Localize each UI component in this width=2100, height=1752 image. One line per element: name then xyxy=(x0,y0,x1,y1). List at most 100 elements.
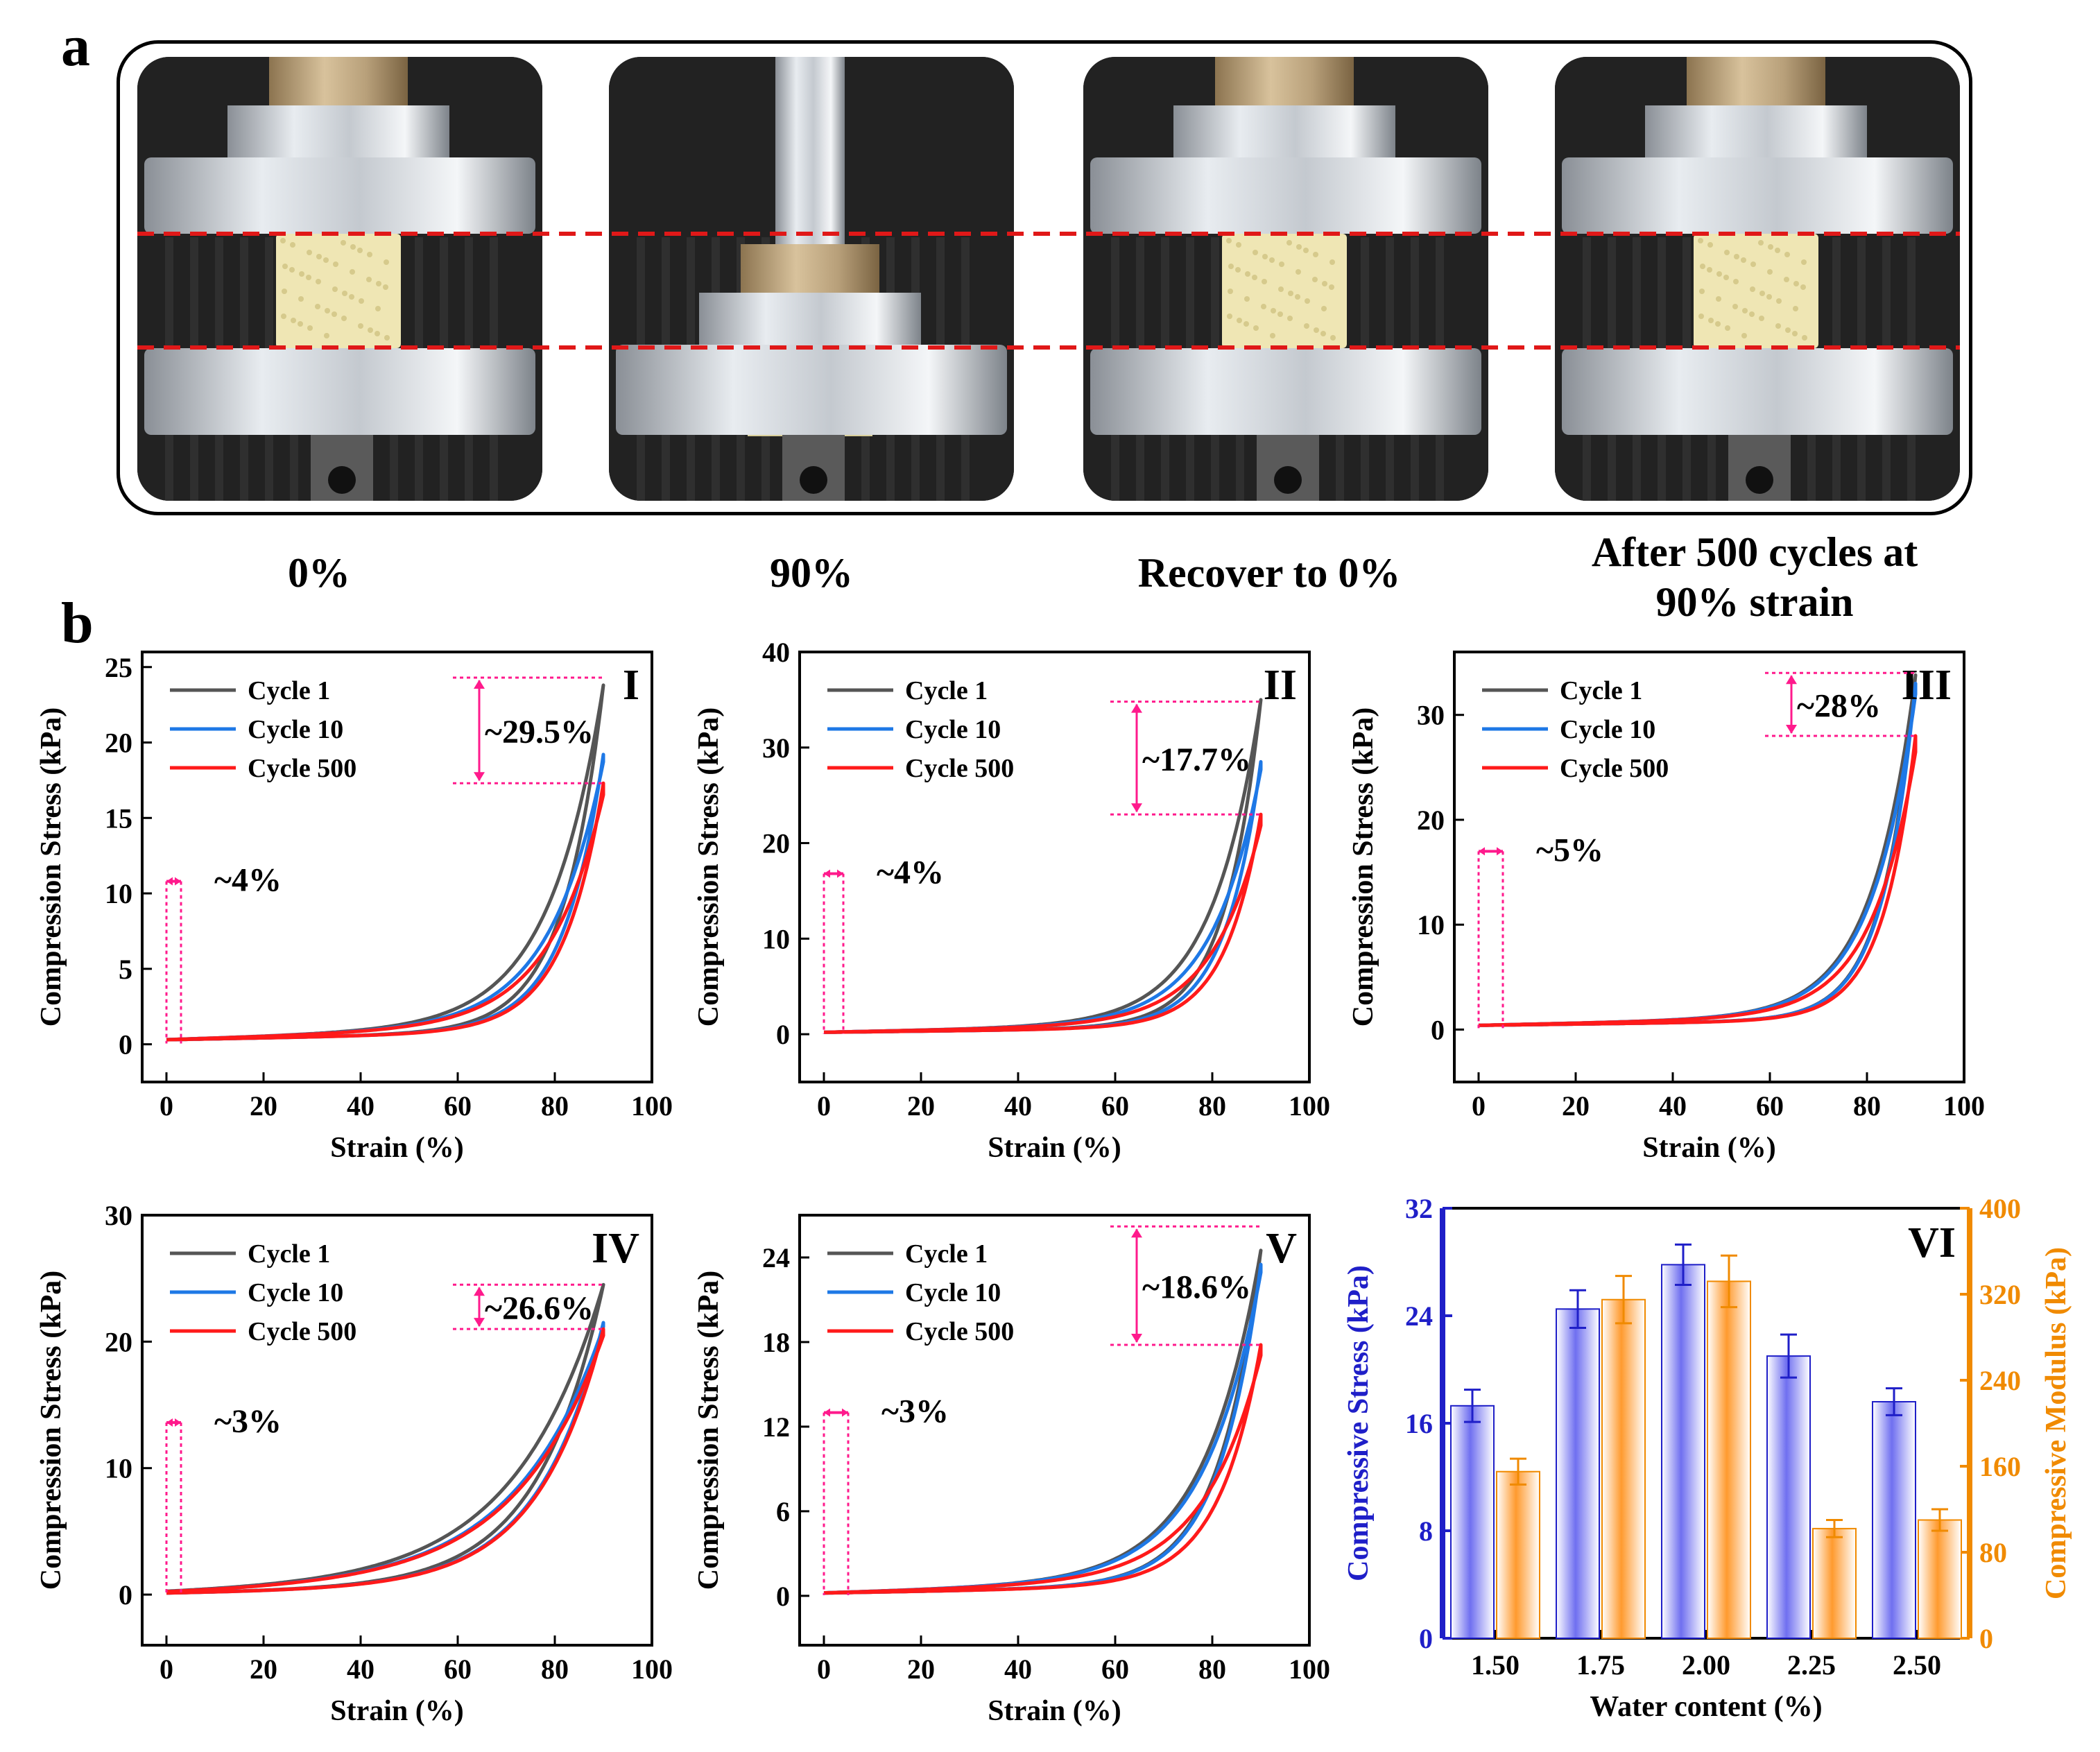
residual-label: ~3% xyxy=(214,1403,282,1440)
error-bar-stress xyxy=(1569,1289,1586,1329)
chart-I: 0 20 40 60 80 100 0 5 10 15 20 25 Strain (%) Compress… xyxy=(21,624,673,1172)
plot-frame xyxy=(1453,651,1965,1083)
caption-after-cycles-line2: 90% strain xyxy=(1655,579,1854,625)
x-tick-label: 0 xyxy=(817,1090,831,1122)
left-tick-label: 32 xyxy=(1405,1193,1433,1224)
y-tick-label: 40 xyxy=(762,637,790,668)
plot-frame xyxy=(141,1214,653,1647)
x-tick-label: 1.75 xyxy=(1576,1649,1625,1681)
x-tick-label: 0 xyxy=(1472,1090,1486,1122)
error-bar-modulus xyxy=(1931,1508,1948,1532)
x-tick-label: 60 xyxy=(1756,1090,1784,1122)
series-line-cycle-500 xyxy=(823,1343,1263,1595)
error-bar-modulus xyxy=(1826,1519,1843,1538)
bar-compressive-stress xyxy=(1450,1405,1495,1639)
error-bar-stress xyxy=(1464,1389,1481,1423)
x-tick-label: 80 xyxy=(541,1090,569,1122)
peak-drop-label: ~26.6% xyxy=(485,1290,594,1327)
error-bar-modulus xyxy=(1615,1275,1632,1325)
y-tick-label: 12 xyxy=(762,1411,790,1443)
error-bar-stress xyxy=(1886,1387,1902,1416)
y-tick-label: 6 xyxy=(776,1496,790,1527)
x-tick-label: 60 xyxy=(444,1654,472,1685)
legend-entry: Cycle 10 xyxy=(905,715,1001,744)
x-tick-label: 60 xyxy=(1101,1090,1129,1122)
bar-compressive-stress xyxy=(1661,1264,1705,1639)
caption-after-cycles-line1: After 500 cycles at xyxy=(1591,529,1918,575)
y-tick-label: 0 xyxy=(119,1029,132,1060)
panel-number: III xyxy=(1902,662,1952,709)
y-tick-label: 30 xyxy=(762,732,790,764)
residual-arrowheads xyxy=(166,1418,181,1427)
right-tick-label: 400 xyxy=(1979,1193,2021,1224)
legend-entry: Cycle 1 xyxy=(248,676,330,705)
photo-after-500-cycles xyxy=(1555,57,1960,501)
legend-entry: Cycle 10 xyxy=(905,1278,1001,1307)
y-tick-label: 18 xyxy=(762,1327,790,1358)
bar-compressive-stress xyxy=(1766,1355,1811,1639)
legend-entry: Cycle 500 xyxy=(905,754,1014,783)
x-tick-label: 80 xyxy=(1198,1654,1226,1685)
x-tick-label: 20 xyxy=(1562,1090,1590,1122)
y-axis-label: Compression Stress (kPa) xyxy=(693,1271,725,1590)
legend-entry: Cycle 500 xyxy=(248,754,356,783)
y-tick-label: 15 xyxy=(105,802,132,834)
legend-entry: Cycle 1 xyxy=(905,1239,988,1269)
plot-frame xyxy=(141,651,653,1083)
legend-entry: Cycle 500 xyxy=(248,1317,356,1346)
y-tick-label: 25 xyxy=(105,652,132,683)
x-tick-label: 20 xyxy=(250,1090,277,1122)
caption-recover: Recover to 0% xyxy=(1137,550,1401,596)
y-tick-label: 20 xyxy=(762,828,790,859)
chart-V: 0 20 40 60 80 100 0 6 12 18 24 Strain (%) Compressio… xyxy=(678,1187,1330,1735)
x-tick-label: 0 xyxy=(160,1654,173,1685)
x-tick-label: 80 xyxy=(541,1654,569,1685)
x-tick-label: 100 xyxy=(1943,1090,1985,1122)
x-tick-label: 40 xyxy=(1659,1090,1687,1122)
y-tick-label: 0 xyxy=(119,1579,132,1611)
legend-entry: Cycle 500 xyxy=(905,1317,1014,1346)
error-bar-modulus xyxy=(1721,1254,1737,1309)
peak-drop-arrowheads xyxy=(474,1287,485,1328)
x-tick-label: 60 xyxy=(1101,1654,1129,1685)
caption-0-percent: 0% xyxy=(288,550,350,596)
legend-entry: Cycle 1 xyxy=(1560,676,1642,705)
x-tick-label: 80 xyxy=(1198,1090,1226,1122)
left-tick-label: 16 xyxy=(1405,1408,1433,1439)
peak-drop-label: ~29.5% xyxy=(485,714,594,750)
legend-entry: Cycle 500 xyxy=(1560,754,1669,783)
x-axis-label: Water content (%) xyxy=(1590,1691,1822,1723)
error-bar-stress xyxy=(1780,1333,1797,1379)
y-axis-label: Compression Stress (kPa) xyxy=(1348,707,1379,1027)
y-axis-label: Compression Stress (kPa) xyxy=(35,707,67,1027)
bar-compressive-modulus xyxy=(1496,1470,1540,1639)
legend-entry: Cycle 1 xyxy=(905,676,988,705)
chart-II: 0 20 40 60 80 100 0 10 20 30 40 Strain (%) Compressi… xyxy=(678,624,1330,1172)
error-bar-modulus xyxy=(1510,1457,1526,1486)
residual-label: ~4% xyxy=(214,862,282,899)
panel-label-a: a xyxy=(61,14,90,78)
x-tick-label: 100 xyxy=(631,1654,673,1685)
y-tick-label: 10 xyxy=(105,1453,132,1484)
y-tick-label: 24 xyxy=(762,1242,790,1273)
x-tick-label: 2.25 xyxy=(1787,1649,1836,1681)
legend-entry: Cycle 1 xyxy=(248,1239,330,1269)
chart-IV: 0 20 40 60 80 100 0 10 20 30 Strain (%) Compression… xyxy=(21,1187,673,1735)
peak-drop-label: ~18.6% xyxy=(1142,1269,1251,1306)
residual-arrowheads xyxy=(824,869,843,878)
error-bar-stress xyxy=(1675,1243,1692,1286)
left-tick-label: 8 xyxy=(1419,1515,1433,1547)
x-tick-label: 2.00 xyxy=(1682,1649,1730,1681)
panel-number: V xyxy=(1266,1225,1297,1272)
x-tick-label: 20 xyxy=(250,1654,277,1685)
peak-drop-label: ~28% xyxy=(1797,688,1881,725)
y-axis-label: Compression Stress (kPa) xyxy=(35,1271,67,1590)
x-tick-label: 0 xyxy=(160,1090,173,1122)
legend-entry: Cycle 10 xyxy=(248,1278,343,1307)
residual-arrowheads xyxy=(166,877,181,886)
x-tick-label: 80 xyxy=(1853,1090,1881,1122)
legend-entry: Cycle 10 xyxy=(1560,715,1655,744)
left-tick-label: 0 xyxy=(1419,1623,1433,1654)
y-tick-label: 0 xyxy=(776,1019,790,1050)
x-tick-label: 40 xyxy=(347,1090,375,1122)
